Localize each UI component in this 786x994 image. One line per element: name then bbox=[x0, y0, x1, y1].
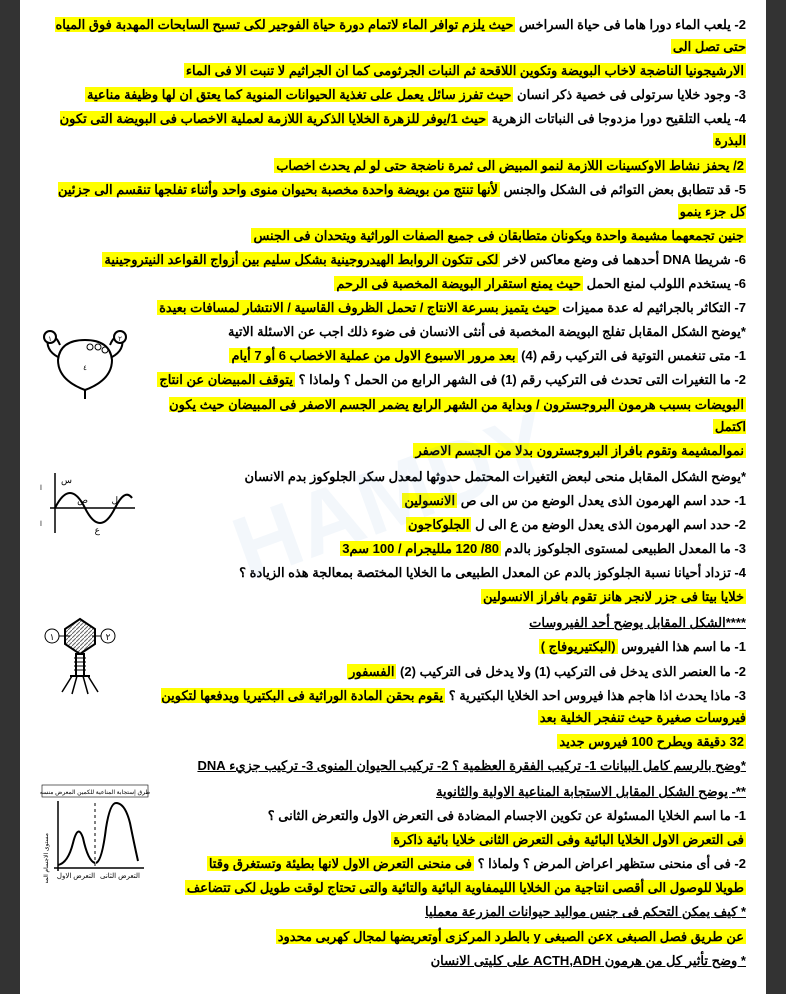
text-line: 2/ يحفز نشاط الاوكسينات اللازمة لنمو الم… bbox=[40, 155, 746, 177]
text-line: 7- التكاثر بالجراثيم له عدة مميزات حيث ي… bbox=[40, 297, 746, 319]
text-line: الارشيجونيا الناضجة لاخاب البويضة وتكوين… bbox=[40, 60, 746, 82]
plain-text: 3- ماذا يحدث اذا هاجم هذا فيروس احد الخل… bbox=[445, 688, 746, 703]
plain-text: 2- يلعب الماء دورا هاما فى حياة السراخس bbox=[515, 17, 746, 32]
underlined-text: * وضح تأثير كل من هرمون ACTH,ADH على كلي… bbox=[431, 953, 746, 968]
document-page: HAMDY 2- يلعب الماء دورا هاما فى حياة ال… bbox=[20, 0, 766, 994]
highlighted-text: بعد مرور الاسبوع الاول من عملية الاخصاب … bbox=[229, 348, 517, 363]
immune-response-graph: طرق إستجابة المناعية للكمين المعرض منسه … bbox=[40, 783, 150, 883]
highlighted-text: الفسفور bbox=[347, 664, 396, 679]
highlighted-text: الارشيجونيا الناضجة لاخاب البويضة وتكوين… bbox=[184, 63, 746, 78]
highlighted-text: نموالمشيمة وتقوم بافراز البروجسترون بدلا… bbox=[413, 443, 746, 458]
svg-text:ارتفاع: ارتفاع bbox=[40, 484, 42, 492]
plain-text: 4- تزداد أحيانا نسبة الجلوكوز بالدم عن ا… bbox=[239, 565, 746, 580]
plain-text: *يوضح الشكل المقابل تفلج البويضة المخصبة… bbox=[228, 324, 746, 339]
highlighted-text: البويضات بسبب هرمون البروجسترون / وبداية… bbox=[169, 397, 746, 434]
svg-text:٤: ٤ bbox=[83, 365, 87, 372]
text-line: 3- ماذا يحدث اذا هاجم هذا فيروس احد الخل… bbox=[40, 685, 746, 729]
svg-text:٢: ٢ bbox=[118, 336, 122, 343]
highlighted-text: لكى تتكون الروابط الهيدروجينية بشكل سليم… bbox=[102, 252, 500, 267]
highlighted-text: 80/ 120 ملليجرام / 100 سم3 bbox=[340, 541, 501, 556]
text-line: 2- يلعب الماء دورا هاما فى حياة السراخس … bbox=[40, 14, 746, 58]
text-line: 1- ما اسم هذا الفيروس (البكتيريوفاج ) bbox=[40, 636, 746, 658]
uterus-diagram: ١ ٢ ٤ bbox=[40, 325, 130, 400]
plain-text: 2- ما التغيرات التى تحدث فى التركيب رقم … bbox=[295, 372, 746, 387]
plain-text: 6- يستخدم اللولب لمنع الحمل bbox=[583, 276, 746, 291]
bacteriophage-diagram: ١ ٢ bbox=[40, 614, 120, 699]
plain-text: *يوضح الشكل المقابل منحى لبعض التغيرات ا… bbox=[245, 469, 747, 484]
plain-text: 1- ما اسم هذا الفيروس bbox=[618, 639, 746, 654]
highlighted-text: 32 دقيقة ويطرح 100 فيروس جديد bbox=[557, 734, 746, 749]
svg-text:٢: ٢ bbox=[106, 632, 111, 642]
text-line: 2- ما العنصر الذى يدخل فى التركيب (1) ول… bbox=[40, 661, 746, 683]
plain-text: 7- التكاثر بالجراثيم له عدة مميزات bbox=[559, 300, 746, 315]
text-line: 1- حدد اسم الهرمون الذى يعدل الوضع من س … bbox=[40, 490, 746, 512]
plain-text: 2- فى أى منحنى ستظهر اعراض المرض ؟ ولماذ… bbox=[474, 856, 746, 871]
text-line: ****الشكل المقابل يوضح أحد الفيروسات bbox=[40, 612, 746, 634]
svg-text:ص: ص bbox=[77, 495, 88, 506]
svg-text:١: ١ bbox=[50, 632, 55, 642]
svg-text:مستوى الاجسام المضادة: مستوى الاجسام المضادة bbox=[43, 833, 50, 883]
text-line: 3- وجود خلايا سرتولى فى خصية ذكر انسان ح… bbox=[40, 84, 746, 106]
svg-text:انخفاض: انخفاض bbox=[40, 520, 42, 528]
highlighted-text: الانسولين bbox=[402, 493, 457, 508]
svg-text:س: س bbox=[61, 475, 72, 486]
highlighted-text: جنين تجمعهما مشيمة واحدة ويكونان متطابقا… bbox=[251, 228, 746, 243]
text-line: جنين تجمعهما مشيمة واحدة ويكونان متطابقا… bbox=[40, 225, 746, 247]
plain-text: 2- حدد اسم الهرمون الذى يعدل الوضع من ع … bbox=[471, 517, 746, 532]
text-line: خلايا بيتا فى جزر لانجر هانز تقوم بافراز… bbox=[40, 586, 746, 608]
plain-text: 3- ما المعدل الطبيعى لمستوى الجلوكوز بال… bbox=[501, 541, 746, 556]
text-line: 6- شريطا DNA أحدهما فى وضع معاكس لاخر لك… bbox=[40, 249, 746, 271]
highlighted-text: (البكتيريوفاج ) bbox=[539, 639, 618, 654]
text-line: البويضات بسبب هرمون البروجسترون / وبداية… bbox=[40, 394, 746, 438]
text-line: 4- يلعب التلقيح دورا مزدوجا فى النباتات … bbox=[40, 108, 746, 152]
highlighted-text: طويلا للوصول الى أقصى انتاجية من الخلايا… bbox=[185, 880, 746, 895]
svg-text:ع: ع bbox=[95, 525, 101, 536]
plain-text: 3- وجود خلايا سرتولى فى خصية ذكر انسان bbox=[513, 87, 746, 102]
glucose-graph: س ص ع ل ارتفاع انخفاض bbox=[40, 468, 140, 543]
highlighted-text: حيث يمنع استقرار البويضة المخصبة فى الرح… bbox=[334, 276, 583, 291]
text-line: 6- يستخدم اللولب لمنع الحمل حيث يمنع است… bbox=[40, 273, 746, 295]
highlighted-text: فى التعرض الاول الخلايا البائية وفى التع… bbox=[391, 832, 746, 847]
text-line: * وضح تأثير كل من هرمون ACTH,ADH على كلي… bbox=[40, 950, 746, 972]
text-line: 3- ما المعدل الطبيعى لمستوى الجلوكوز بال… bbox=[40, 538, 746, 560]
text-line: عن طريق فصل الصبغى xعن الصبغى y بالطرد ا… bbox=[40, 926, 746, 948]
underlined-text: * كيف يمكن التحكم فى جنس مواليد حيوانات … bbox=[425, 904, 746, 919]
text-line: * كيف يمكن التحكم فى جنس مواليد حيوانات … bbox=[40, 901, 746, 923]
plain-text: 1- ما اسم الخلايا المسئولة عن تكوين الاج… bbox=[268, 808, 746, 823]
content-area: 2- يلعب الماء دورا هاما فى حياة السراخس … bbox=[40, 14, 746, 974]
highlighted-text: خلايا بيتا فى جزر لانجر هانز تقوم بافراز… bbox=[481, 589, 746, 604]
underlined-text: **- يوضح الشكل المقابل الاستجابة المناعي… bbox=[436, 784, 746, 799]
plain-text: 5- قد تتطابق بعض التوائم فى الشكل والجنس bbox=[500, 182, 746, 197]
underlined-text: ****الشكل المقابل يوضح أحد الفيروسات bbox=[529, 615, 746, 630]
highlighted-text: حيث تفرز سائل يعمل على تغذية الحيوانات ا… bbox=[85, 87, 513, 102]
plain-text: 4- يلعب التلقيح دورا مزدوجا فى النباتات … bbox=[488, 111, 746, 126]
plain-text: 2- ما العنصر الذى يدخل فى التركيب (1) ول… bbox=[396, 664, 746, 679]
highlighted-text: 2/ يحفز نشاط الاوكسينات اللازمة لنمو الم… bbox=[274, 158, 746, 173]
highlighted-text: يتوقف المبيضان عن انتاج bbox=[157, 372, 295, 387]
text-line: *يوضح الشكل المقابل تفلج البويضة المخصبة… bbox=[40, 321, 746, 343]
highlighted-text: عن طريق فصل الصبغى xعن الصبغى y بالطرد ا… bbox=[276, 929, 746, 944]
text-line: 2- ما التغيرات التى تحدث فى التركيب رقم … bbox=[40, 369, 746, 391]
svg-text:التعرض الثانى: التعرض الثانى bbox=[100, 872, 140, 880]
highlighted-text: فى منحنى التعرض الاول لانها بطيئة وتستغر… bbox=[207, 856, 474, 871]
text-line: *وضح بالرسم كامل البيانات 1- تركيب الفقر… bbox=[40, 755, 746, 777]
plain-text: 1- متى تنغمس التوتية فى التركيب رقم (4) bbox=[518, 348, 746, 363]
svg-text:التعرض الاول: التعرض الاول bbox=[57, 872, 95, 880]
text-line: 5- قد تتطابق بعض التوائم فى الشكل والجنس… bbox=[40, 179, 746, 223]
text-line: 32 دقيقة ويطرح 100 فيروس جديد bbox=[40, 731, 746, 753]
highlighted-text: الجلوكاجون bbox=[406, 517, 471, 532]
text-line: 4- تزداد أحيانا نسبة الجلوكوز بالدم عن ا… bbox=[40, 562, 746, 584]
svg-text:طرق إستجابة المناعية للكمين ال: طرق إستجابة المناعية للكمين المعرض منسه bbox=[40, 789, 150, 796]
text-line: نموالمشيمة وتقوم بافراز البروجسترون بدلا… bbox=[40, 440, 746, 462]
underlined-text: *وضح بالرسم كامل البيانات 1- تركيب الفقر… bbox=[197, 758, 746, 773]
text-line: 2- حدد اسم الهرمون الذى يعدل الوضع من ع … bbox=[40, 514, 746, 536]
highlighted-text: حيث يتميز بسرعة الانتاج / تحمل الظروف ال… bbox=[157, 300, 559, 315]
svg-text:ل: ل bbox=[111, 495, 118, 505]
text-line: 1- متى تنغمس التوتية فى التركيب رقم (4) … bbox=[40, 345, 746, 367]
text-line: *يوضح الشكل المقابل منحى لبعض التغيرات ا… bbox=[40, 466, 746, 488]
plain-text: 1- حدد اسم الهرمون الذى يعدل الوضع من س … bbox=[457, 493, 746, 508]
plain-text: 6- شريطا DNA أحدهما فى وضع معاكس لاخر bbox=[500, 252, 746, 267]
svg-text:١: ١ bbox=[48, 336, 52, 343]
